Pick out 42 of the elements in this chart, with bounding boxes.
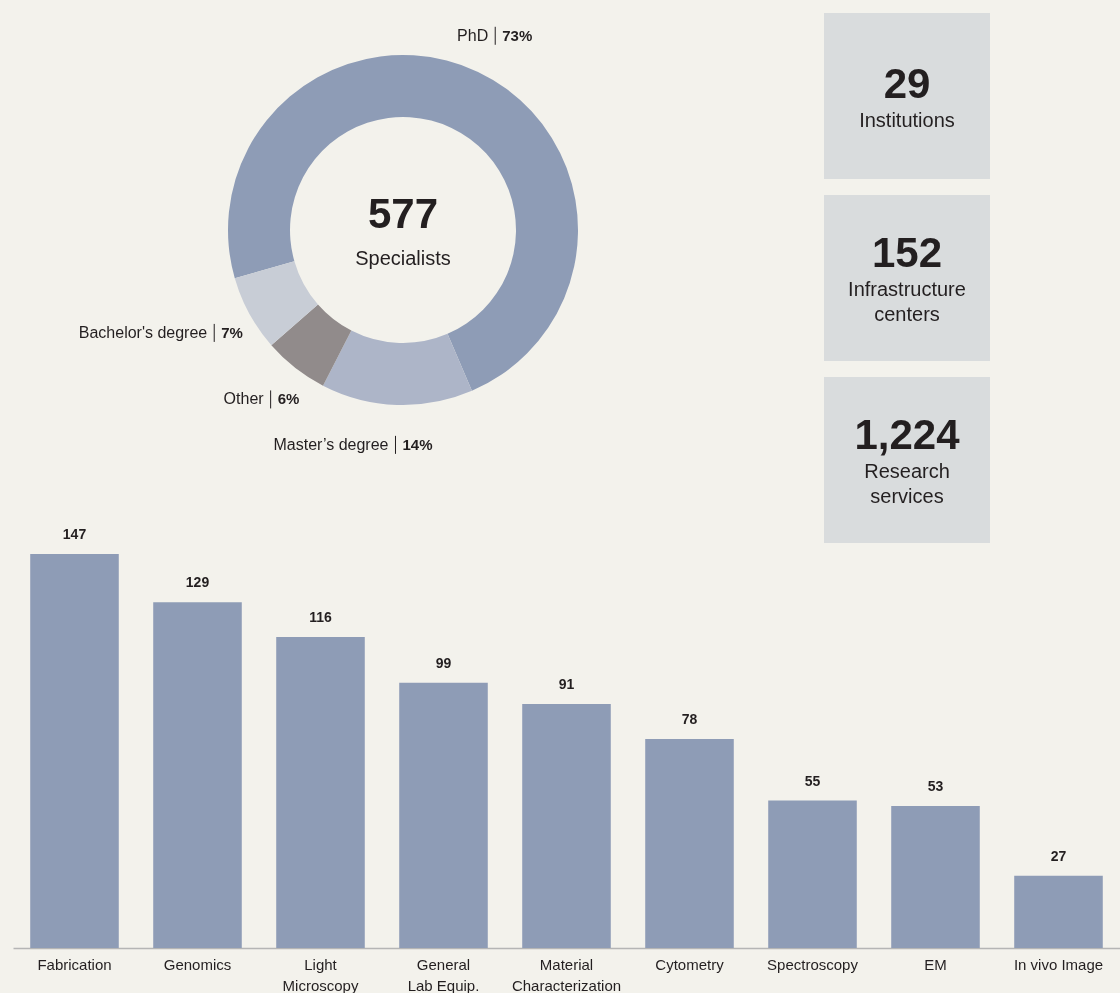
bar	[768, 800, 857, 948]
bar	[891, 805, 980, 948]
data-label: 53	[927, 777, 944, 794]
slice-label: Master’s degree	[273, 435, 389, 453]
x-tick-label: In vivo Image	[1013, 955, 1104, 973]
x-tick-label: Fabrication	[37, 955, 112, 973]
x-tick-label: Material Characterization	[511, 955, 622, 993]
x-tick-label: Genomics	[163, 955, 232, 973]
slice-label: Other	[223, 390, 265, 408]
text: 577	[367, 190, 439, 237]
x-tick-label: EM	[924, 955, 947, 973]
data-label: 99	[435, 654, 452, 671]
stat-card: 152 Infrastructure centers	[824, 195, 990, 361]
data-label: 27	[1050, 847, 1067, 864]
bar	[276, 637, 365, 948]
bar	[399, 682, 488, 948]
bar	[645, 738, 734, 948]
slice-label: PhD	[457, 26, 489, 44]
bar	[30, 554, 119, 948]
data-label: 91	[558, 676, 575, 693]
x-tick-label: General Lab Equip.	[407, 955, 480, 993]
slice-label: Bachelor's degree	[78, 323, 208, 341]
data-label: 55	[804, 772, 821, 789]
bar	[522, 704, 611, 948]
data-label: 116	[309, 609, 332, 626]
bar	[1014, 875, 1103, 948]
stat-card: 1,224 Research services	[824, 377, 990, 543]
data-label: 147	[62, 526, 87, 542]
donut-slice	[323, 330, 472, 405]
x-tick-label: Cytometry	[655, 955, 725, 973]
x-tick-label: Spectroscopy	[767, 955, 859, 973]
text: Specialists	[355, 247, 451, 269]
data-label: 129	[185, 574, 210, 591]
data-label: 7%	[221, 323, 243, 341]
data-label: 78	[681, 710, 698, 727]
donut-slice	[271, 304, 352, 386]
bar	[153, 602, 242, 948]
data-label: 73%	[502, 26, 533, 44]
stat-card: 29 Institutions	[824, 13, 990, 179]
x-tick-label: Light Microscopy	[282, 955, 359, 993]
data-label: 6%	[277, 390, 300, 408]
data-label: 14%	[402, 435, 433, 453]
